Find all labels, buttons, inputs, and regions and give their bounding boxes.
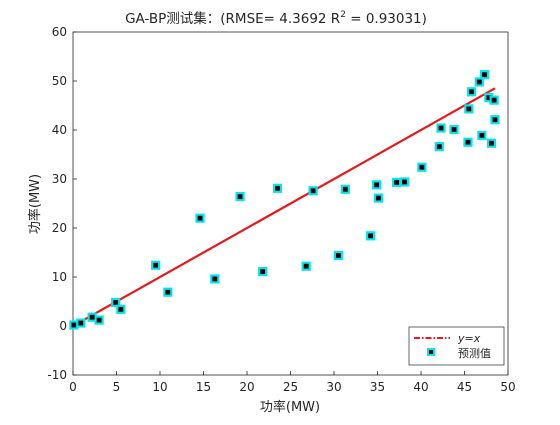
x-tick-label: 20 <box>239 380 254 394</box>
y-tick-label: 40 <box>52 123 67 137</box>
prediction-point <box>474 77 484 87</box>
x-tick-label: 30 <box>326 380 341 394</box>
x-tick-label: 10 <box>152 380 167 394</box>
y-equals-x-line <box>72 87 496 327</box>
prediction-point <box>479 70 490 80</box>
prediction-points <box>69 70 500 330</box>
prediction-point <box>373 193 383 203</box>
prediction-point <box>466 87 477 97</box>
y-axis-label: 功率(MW) <box>27 174 43 234</box>
prediction-point <box>163 287 173 297</box>
prediction-point <box>272 183 283 193</box>
prediction-point <box>76 318 86 328</box>
x-tick-label: 50 <box>500 380 515 394</box>
prediction-point <box>434 142 444 152</box>
prediction-point <box>235 192 245 202</box>
chart-title-main: GA-BP测试集：(RMSE= 4.3692 R <box>125 11 340 27</box>
x-tick-label: 45 <box>457 380 472 394</box>
reference-lines <box>72 87 496 327</box>
x-tick-label: 35 <box>370 380 385 394</box>
prediction-point <box>111 297 121 308</box>
prediction-point <box>490 115 500 125</box>
prediction-point <box>365 231 376 241</box>
legend: y=x 预测值 <box>408 326 505 366</box>
prediction-point <box>417 162 427 172</box>
prediction-point <box>463 137 473 147</box>
y-tick-label: 30 <box>52 172 67 186</box>
prediction-point <box>340 184 350 194</box>
prediction-point <box>210 274 220 284</box>
prediction-point <box>94 315 104 325</box>
x-axis: 0 5 10 15 20 25 30 35 40 45 50 <box>69 371 516 394</box>
y-tick-label: 60 <box>52 25 67 39</box>
y-tick-label: -10 <box>47 368 67 382</box>
prediction-point <box>116 304 126 314</box>
y-tick-label: 0 <box>59 319 67 333</box>
legend-label-line: y=x <box>457 332 481 345</box>
prediction-point <box>486 138 497 148</box>
prediction-point <box>464 104 474 114</box>
prediction-point <box>436 123 446 133</box>
x-tick-label: 40 <box>413 380 428 394</box>
prediction-point <box>333 250 343 261</box>
x-tick-label: 0 <box>69 380 77 394</box>
y-tick-label: 20 <box>52 221 67 235</box>
y-axis: -10 0 10 20 30 40 50 60 <box>47 25 77 382</box>
legend-label-points: 预测值 <box>458 347 491 360</box>
prediction-point <box>449 124 459 135</box>
x-axis-label: 功率(MW) <box>260 399 320 415</box>
legend-marker-swatch <box>427 348 435 356</box>
prediction-point <box>195 213 205 223</box>
prediction-point <box>399 177 410 187</box>
prediction-point <box>477 130 487 140</box>
prediction-point <box>372 180 382 190</box>
y-tick-label: 10 <box>52 270 67 284</box>
x-tick-label: 15 <box>196 380 211 394</box>
prediction-point <box>489 95 499 105</box>
prediction-point <box>308 186 318 196</box>
prediction-point <box>151 260 161 270</box>
x-tick-label: 5 <box>113 380 121 394</box>
prediction-point <box>301 261 311 271</box>
legend-box <box>408 326 505 366</box>
prediction-point <box>392 177 402 188</box>
chart-title: GA-BP测试集：(RMSE= 4.3692 R2 = 0.93031) <box>125 10 427 27</box>
prediction-point <box>258 267 268 277</box>
y-tick-label: 50 <box>52 74 67 88</box>
x-tick-label: 25 <box>283 380 298 394</box>
chart-title-tail: = 0.93031) <box>346 11 427 27</box>
chart-title-superscript: 2 <box>340 10 346 20</box>
